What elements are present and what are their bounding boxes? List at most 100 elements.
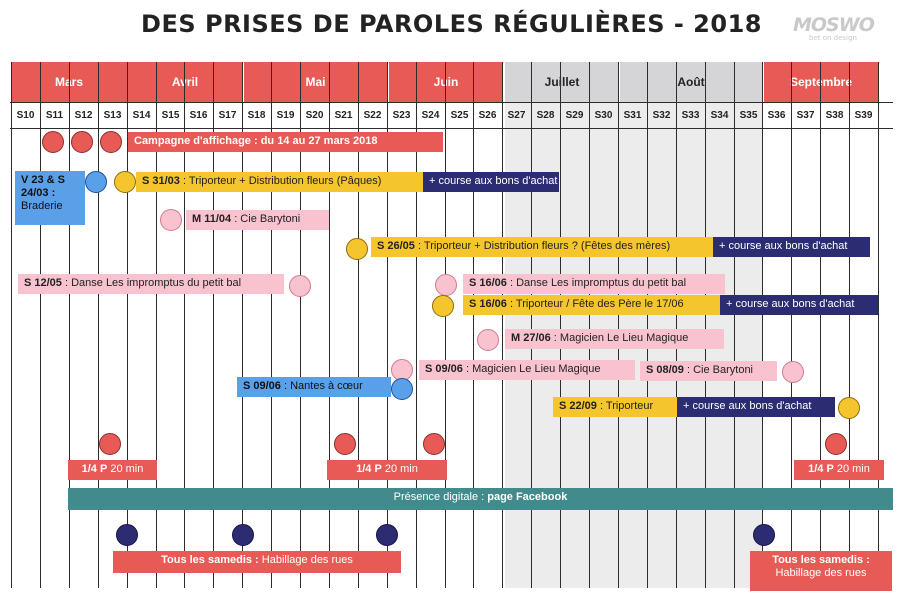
quart-heure-label: 1/4 P 20 min xyxy=(68,460,157,480)
event-dot xyxy=(42,131,64,153)
grid-line xyxy=(473,62,474,588)
week-label: S15 xyxy=(161,110,180,121)
week-label: S37 xyxy=(796,110,815,121)
event-dot xyxy=(334,433,356,455)
event-dot xyxy=(100,131,122,153)
grid-line xyxy=(156,62,157,588)
week-label: S24 xyxy=(421,110,440,121)
grid-line xyxy=(69,62,70,588)
event-dot xyxy=(435,274,457,296)
event-dot xyxy=(346,238,368,260)
grid-line xyxy=(589,62,590,588)
presence-digitale-bar: Présence digitale : page Facebook xyxy=(68,488,893,510)
event-dot xyxy=(99,433,121,455)
samedis-label: Tous les samedis : Habillage des rues xyxy=(113,551,401,573)
month-juin: Juin xyxy=(389,62,503,102)
affichage-label: Campagne d'affichage : du 14 au 27 mars … xyxy=(128,132,443,152)
week-label: S16 xyxy=(189,110,208,121)
event-dot xyxy=(753,524,775,546)
grid-line xyxy=(300,62,301,588)
grid-line xyxy=(560,62,561,588)
grid-line xyxy=(242,62,243,588)
week-label: S28 xyxy=(536,110,555,121)
week-label: S35 xyxy=(739,110,758,121)
quart-heure-label: 1/4 P 20 min xyxy=(327,460,447,480)
week-label: S19 xyxy=(276,110,295,121)
grid-line xyxy=(387,62,388,588)
event-dot xyxy=(71,131,93,153)
grid-line xyxy=(502,62,503,588)
week-label: S17 xyxy=(218,110,237,121)
week-label: S33 xyxy=(681,110,700,121)
barytoni-label: M 11/04 : Cie Barytoni xyxy=(186,210,329,230)
page-title: DES PRISES DE PAROLES RÉGULIÈRES - 2018 xyxy=(141,10,762,38)
event-dot xyxy=(825,433,847,455)
week-label: S27 xyxy=(507,110,526,121)
event-dot xyxy=(432,295,454,317)
week-row-top-line xyxy=(10,102,893,103)
week-label: S12 xyxy=(74,110,93,121)
week-label: S38 xyxy=(825,110,844,121)
week-label: S25 xyxy=(450,110,469,121)
week-label: S18 xyxy=(247,110,266,121)
triporteur-sept-label: S 22/09 : Triporteur xyxy=(553,397,678,417)
braderie-label: V 23 & S 24/03 : Braderie xyxy=(15,171,85,225)
week-label: S26 xyxy=(478,110,497,121)
grid-line xyxy=(762,62,763,588)
event-dot xyxy=(391,378,413,400)
week-label: S31 xyxy=(623,110,642,121)
grid-line xyxy=(849,62,850,588)
grid-line xyxy=(416,62,417,588)
quart-heure-label: 1/4 P 20 min xyxy=(794,460,884,480)
week-label: S20 xyxy=(305,110,324,121)
week-label: S22 xyxy=(363,110,382,121)
grid-line xyxy=(213,62,214,588)
week-label: S36 xyxy=(767,110,786,121)
triporteur-paques-label: S 31/03 : Triporteur + Distribution fleu… xyxy=(136,172,423,192)
danse-label: S 16/06 : Danse Les impromptus du petit … xyxy=(463,274,725,294)
grid-line xyxy=(705,62,706,588)
grid-line xyxy=(531,62,532,588)
week-label: S13 xyxy=(103,110,122,121)
event-dot xyxy=(160,209,182,231)
grid-line xyxy=(878,62,879,588)
grid-line xyxy=(329,62,330,588)
week-label: S29 xyxy=(565,110,584,121)
event-dot xyxy=(116,524,138,546)
week-label: S11 xyxy=(45,110,64,121)
grid-line xyxy=(358,62,359,588)
magicien-label: S 09/06 : Magicien Le Lieu Magique xyxy=(419,360,635,380)
nantes-label: S 09/06 : Nantes à cœur xyxy=(237,377,391,397)
barytoni-label: S 08/09 : Cie Barytoni xyxy=(640,361,777,381)
week-label: S34 xyxy=(710,110,729,121)
triporteur-meres-label: S 26/05 : Triporteur + Distribution fleu… xyxy=(371,237,715,257)
grid-line xyxy=(647,62,648,588)
moswo-logo: MOSWO bet on design xyxy=(793,14,875,42)
week-label: S14 xyxy=(132,110,151,121)
bons-achat-label: + course aux bons d'achat xyxy=(720,295,878,315)
bons-achat-label: + course aux bons d'achat xyxy=(423,172,559,192)
event-dot xyxy=(477,329,499,351)
grid-line xyxy=(445,62,446,588)
event-dot xyxy=(376,524,398,546)
week-label: S39 xyxy=(854,110,873,121)
event-dot xyxy=(289,275,311,297)
week-row-bottom-line xyxy=(10,128,893,129)
grid-line xyxy=(676,62,677,588)
grid-line xyxy=(127,62,128,588)
grid-line xyxy=(791,62,792,588)
week-label: S32 xyxy=(652,110,671,121)
grid-line xyxy=(271,62,272,588)
triporteur-peres-label: S 16/06 : Triporteur / Fête des Père le … xyxy=(463,295,720,315)
grid-line xyxy=(40,62,41,588)
month-avril: Avril xyxy=(128,62,242,102)
week-label: S21 xyxy=(334,110,353,121)
week-label: S30 xyxy=(594,110,613,121)
grid-line xyxy=(820,62,821,588)
event-dot xyxy=(782,361,804,383)
grid-line xyxy=(618,62,619,588)
grid-line xyxy=(734,62,735,588)
samedis-label: Tous les samedis : Habillage des rues xyxy=(750,551,892,591)
event-dot xyxy=(838,397,860,419)
month-juillet: Juillet xyxy=(505,62,619,102)
